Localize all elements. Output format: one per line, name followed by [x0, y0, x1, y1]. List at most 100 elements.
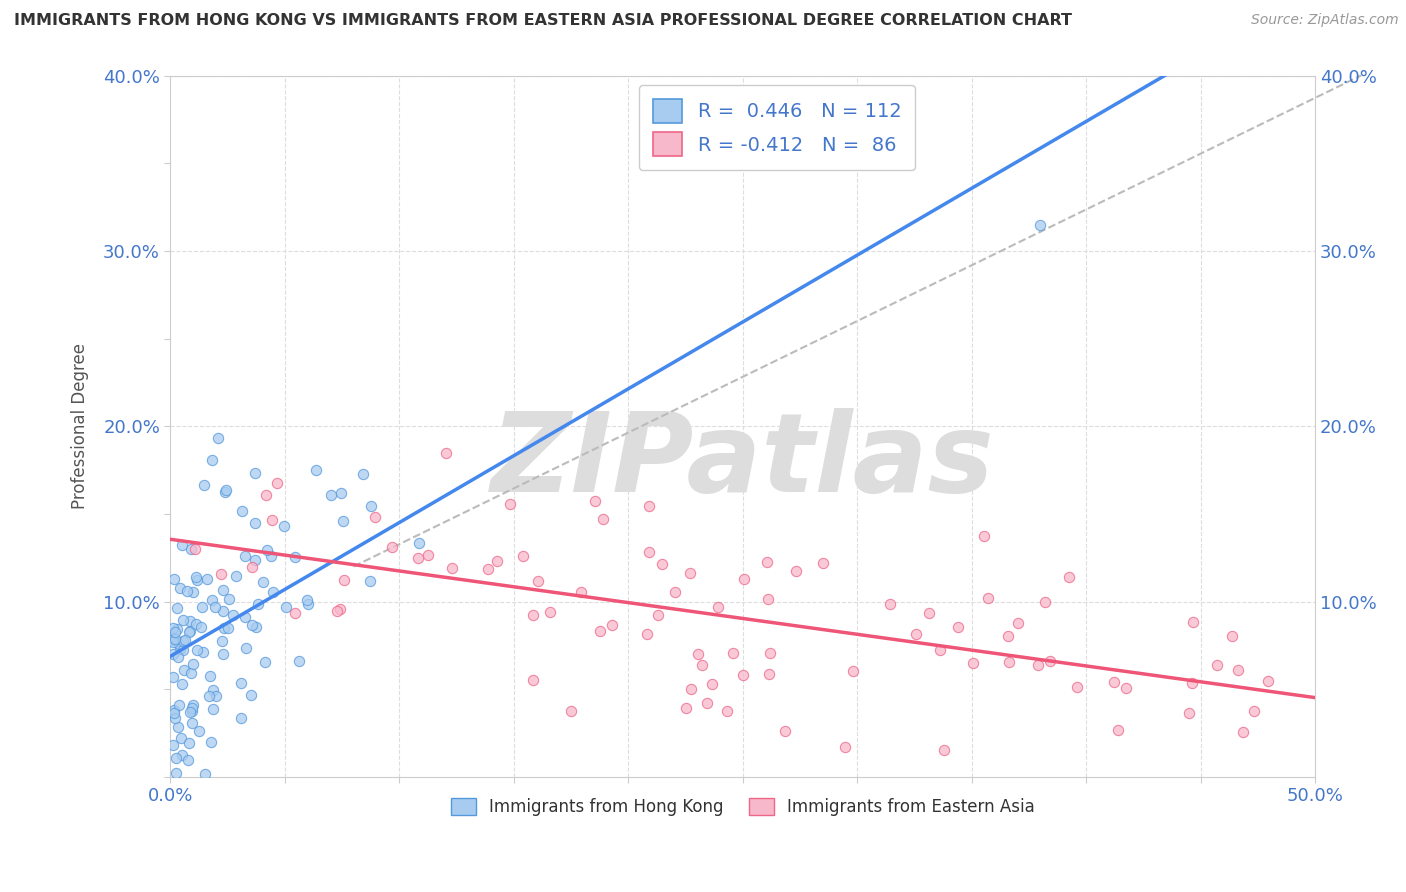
- Point: [231, 504, 253, 518]
- Point: [211, 634, 233, 648]
- Point: [879, 597, 901, 611]
- Point: [191, 599, 214, 614]
- Point: [638, 499, 661, 513]
- Point: [184, 617, 207, 632]
- Point: [180, 716, 202, 731]
- Point: [166, 622, 188, 636]
- Point: [181, 700, 204, 714]
- Point: [169, 642, 191, 657]
- Point: [332, 573, 354, 587]
- Point: [170, 747, 193, 762]
- Point: [360, 500, 382, 514]
- Point: [647, 608, 669, 623]
- Point: [190, 620, 212, 634]
- Point: [240, 559, 263, 574]
- Point: [165, 750, 187, 764]
- Point: [195, 572, 218, 586]
- Point: [221, 608, 243, 623]
- Text: Source: ZipAtlas.com: Source: ZipAtlas.com: [1251, 13, 1399, 28]
- Point: [256, 542, 278, 557]
- Point: [932, 742, 955, 756]
- Point: [162, 738, 184, 752]
- Point: [211, 604, 233, 618]
- Point: [560, 705, 582, 719]
- Point: [842, 664, 865, 678]
- Point: [198, 690, 221, 704]
- Point: [834, 740, 856, 755]
- Point: [1039, 655, 1062, 669]
- Point: [329, 485, 352, 500]
- Point: [477, 562, 499, 576]
- Point: [522, 608, 544, 623]
- Point: [522, 673, 544, 687]
- Point: [721, 646, 744, 660]
- Point: [690, 658, 713, 673]
- Point: [716, 704, 738, 718]
- Point: [436, 446, 458, 460]
- Point: [166, 600, 188, 615]
- Point: [212, 621, 235, 635]
- Point: [332, 514, 354, 528]
- Point: [240, 688, 263, 702]
- Point: [679, 681, 702, 696]
- Point: [163, 632, 186, 646]
- Point: [200, 734, 222, 748]
- Point: [1029, 218, 1052, 232]
- Point: [773, 724, 796, 739]
- Point: [319, 488, 342, 502]
- Point: [214, 485, 236, 500]
- Point: [638, 544, 661, 558]
- Point: [262, 513, 284, 527]
- Point: [166, 649, 188, 664]
- Point: [364, 510, 387, 524]
- Point: [172, 538, 194, 552]
- Point: [305, 463, 328, 477]
- Point: [758, 646, 780, 660]
- Point: [207, 431, 229, 445]
- Point: [162, 647, 184, 661]
- Point: [215, 483, 238, 498]
- Point: [1257, 674, 1279, 689]
- Point: [1181, 615, 1204, 629]
- Point: [162, 633, 184, 648]
- Point: [679, 566, 702, 580]
- Point: [1007, 615, 1029, 630]
- Point: [1107, 723, 1129, 738]
- Point: [169, 581, 191, 595]
- Point: [201, 702, 224, 716]
- Point: [1232, 725, 1254, 739]
- Point: [758, 667, 780, 681]
- Point: [600, 617, 623, 632]
- Point: [260, 549, 283, 564]
- Point: [512, 549, 534, 563]
- Point: [233, 609, 256, 624]
- Point: [170, 677, 193, 691]
- Point: [440, 561, 463, 575]
- Point: [212, 647, 235, 661]
- Point: [664, 585, 686, 599]
- Point: [1178, 706, 1201, 721]
- Point: [1026, 657, 1049, 672]
- Point: [201, 593, 224, 607]
- Point: [408, 551, 430, 566]
- Point: [183, 657, 205, 672]
- Point: [1115, 681, 1137, 695]
- Point: [245, 620, 267, 634]
- Point: [997, 655, 1019, 669]
- Text: ZIPatlas: ZIPatlas: [491, 408, 994, 515]
- Point: [181, 585, 204, 599]
- Point: [252, 575, 274, 590]
- Point: [167, 721, 190, 735]
- Point: [589, 624, 612, 639]
- Point: [209, 566, 232, 581]
- Point: [179, 625, 201, 640]
- Point: [262, 585, 284, 599]
- Point: [651, 557, 673, 571]
- Point: [217, 621, 239, 635]
- Point: [187, 723, 209, 738]
- Point: [163, 710, 186, 724]
- Point: [172, 634, 194, 648]
- Point: [297, 597, 319, 611]
- Point: [1205, 658, 1227, 673]
- Point: [756, 592, 779, 607]
